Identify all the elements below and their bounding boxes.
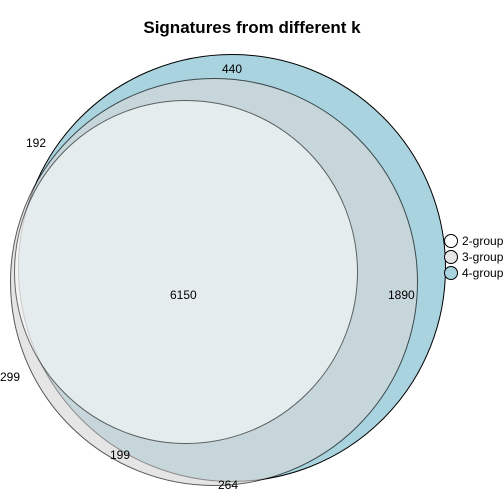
region-label: 299 <box>0 370 20 384</box>
legend-swatch <box>444 266 458 280</box>
legend-item: 3-group <box>444 250 503 264</box>
venn-circle-2-group <box>14 100 358 444</box>
legend-label: 4-group <box>462 266 503 280</box>
region-label: 199 <box>110 448 130 462</box>
venn-chart: Signatures from different k 440 192 6150 18… <box>0 0 504 504</box>
chart-title: Signatures from different k <box>0 18 504 38</box>
legend-label: 2-group <box>462 234 503 248</box>
legend: 2-group 3-group 4-group <box>444 232 503 282</box>
legend-swatch <box>444 250 458 264</box>
region-label: 6150 <box>170 288 197 302</box>
region-label: 192 <box>26 136 46 150</box>
legend-item: 4-group <box>444 266 503 280</box>
legend-label: 3-group <box>462 250 503 264</box>
region-label: 440 <box>222 62 242 76</box>
legend-swatch <box>444 234 458 248</box>
region-label: 264 <box>218 478 238 492</box>
region-label: 1890 <box>388 288 415 302</box>
legend-item: 2-group <box>444 234 503 248</box>
